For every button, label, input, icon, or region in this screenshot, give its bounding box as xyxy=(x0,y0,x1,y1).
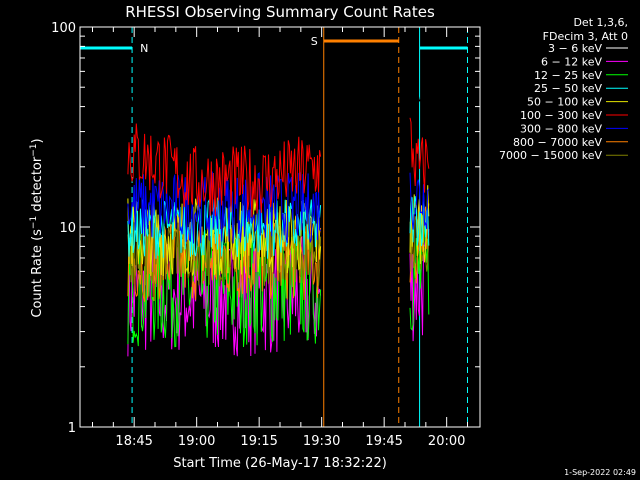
y-axis-label-sup: −1 xyxy=(29,216,39,229)
x-tick-label: 19:30 xyxy=(303,434,340,449)
y-tick-label: 100 xyxy=(51,21,76,36)
x-tick-label: 19:45 xyxy=(365,434,402,449)
x-tick-label: 18:45 xyxy=(115,434,152,449)
legend-label: 100 − 300 keV xyxy=(520,109,602,122)
legend-label: 12 − 25 keV xyxy=(534,69,602,82)
legend-label: 300 − 800 keV xyxy=(520,122,602,135)
y-axis-label-sup2: −1 xyxy=(29,143,39,156)
series-line xyxy=(409,172,430,230)
series-line xyxy=(409,194,430,247)
y-axis-label-main: Count Rate (s xyxy=(30,229,45,318)
legend-label: 25 − 50 keV xyxy=(534,82,602,95)
legend-label: 50 − 100 keV xyxy=(527,96,602,109)
y-axis-label-end: ) xyxy=(30,138,45,143)
series-line xyxy=(409,117,430,193)
night-marker-label: N xyxy=(140,42,148,55)
chart-title: RHESSI Observing Summary Count Rates xyxy=(125,3,435,21)
series-line xyxy=(409,94,430,107)
series-line xyxy=(127,83,321,109)
y-tick-label: 1 xyxy=(68,421,76,436)
series-line xyxy=(127,170,321,244)
legend-label: 3 − 6 keV xyxy=(548,42,602,55)
saa-marker-label: S xyxy=(311,35,318,48)
x-tick-label: 20:00 xyxy=(428,434,465,449)
y-axis-label: Count Rate (s−1 detector−1) xyxy=(29,138,45,317)
legend-label: 800 − 7000 keV xyxy=(513,136,602,149)
y-axis-label-mid: detector xyxy=(30,156,45,216)
legend-label: 7000 − 15000 keV xyxy=(499,149,602,162)
series-line xyxy=(127,123,322,217)
x-tick-label: 19:15 xyxy=(240,434,277,449)
y-tick-label: 10 xyxy=(59,221,76,236)
plot-area: NS xyxy=(79,27,468,427)
x-axis-label: Start Time (26-May-17 18:32:22) xyxy=(173,456,387,471)
axes: 18:45 19:00 19:15 19:30 19:45 20:00 1 10 100 xyxy=(51,21,481,449)
legend-header-decimation: FDecim 3, Att 0 xyxy=(543,30,628,43)
series-line xyxy=(127,198,322,259)
footer-date: 1-Sep-2022 02:49 xyxy=(564,468,636,477)
x-tick-label: 19:00 xyxy=(178,434,215,449)
legend-label: 6 − 12 keV xyxy=(541,55,602,68)
legend-header-detectors: Det 1,3,6, xyxy=(573,16,628,29)
